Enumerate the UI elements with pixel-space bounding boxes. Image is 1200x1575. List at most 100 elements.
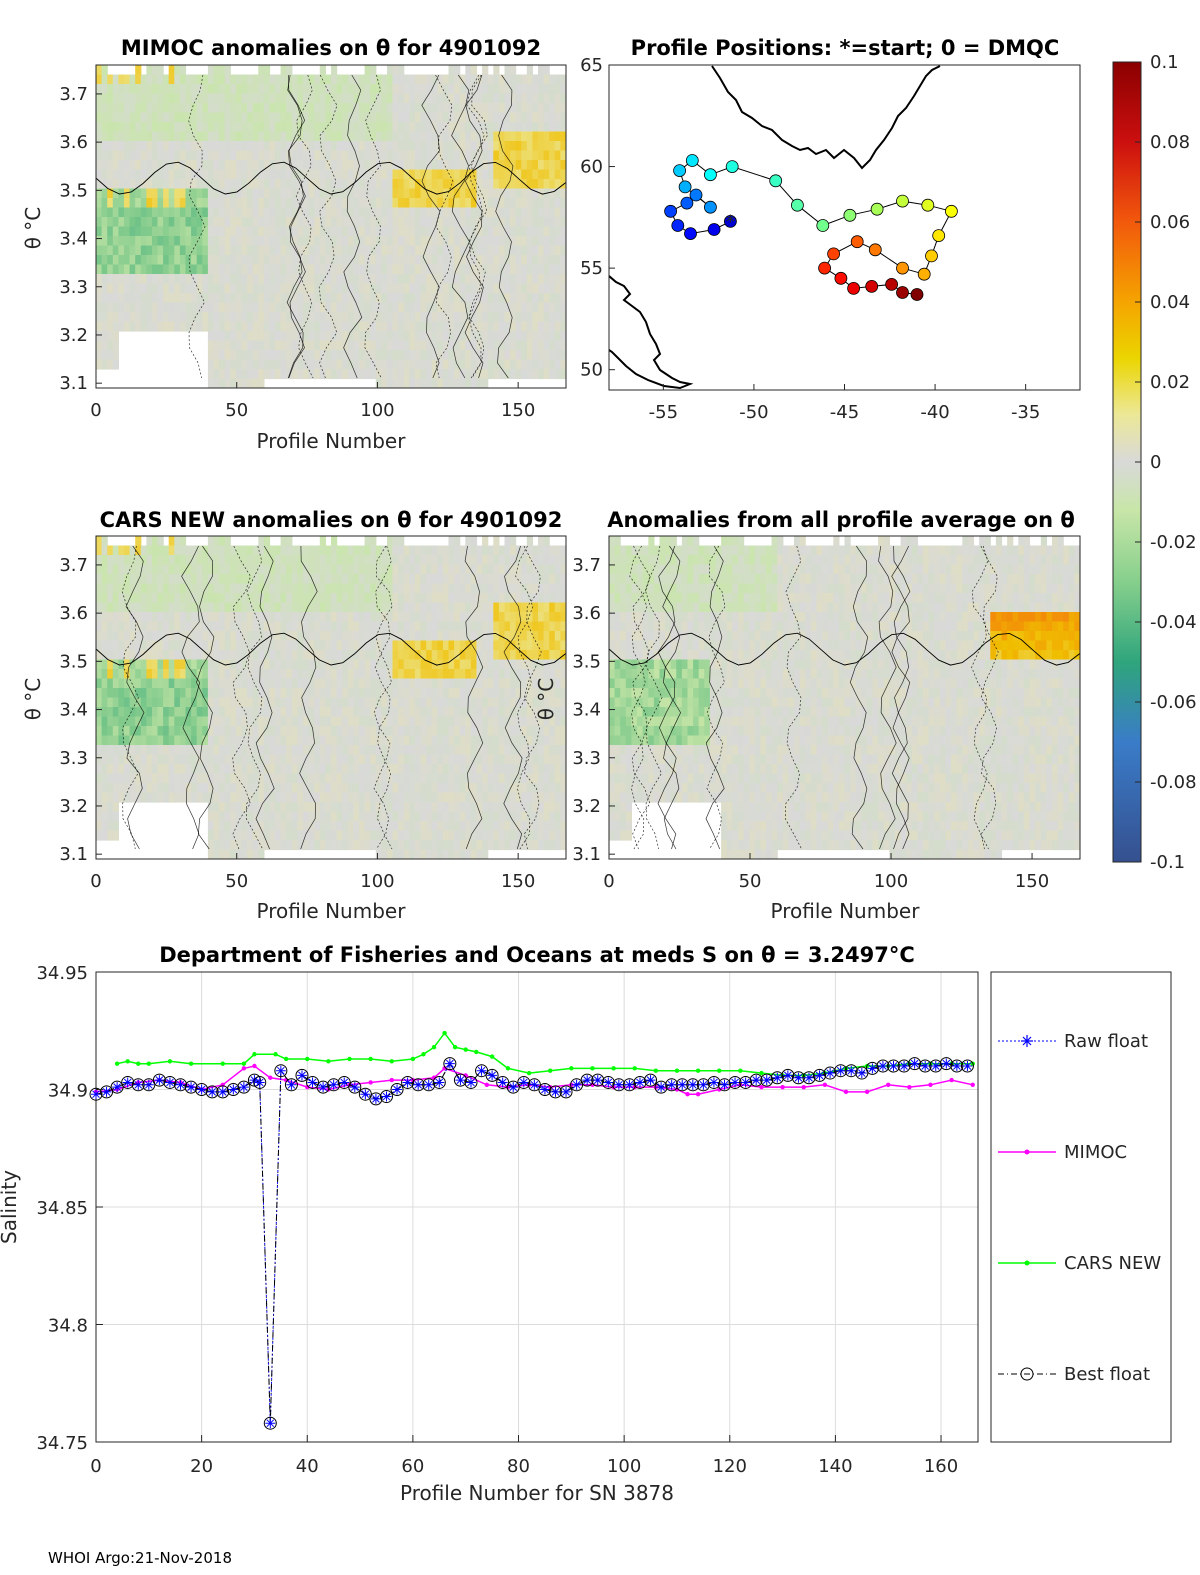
heatmap-cell xyxy=(392,602,399,613)
heatmap-cell xyxy=(470,65,478,76)
heatmap-cell xyxy=(196,274,203,285)
heatmap-cell xyxy=(414,331,422,342)
heatmap-cell xyxy=(325,321,332,332)
heatmap-cell xyxy=(325,103,332,114)
heatmap-cell xyxy=(219,593,226,604)
heatmap-cell xyxy=(331,302,338,313)
heatmap-cell xyxy=(157,65,164,76)
heatmap-cell xyxy=(291,302,298,313)
heatmap-cell xyxy=(543,179,550,190)
heatmap-cell xyxy=(96,621,103,632)
heatmap-cell xyxy=(543,293,550,304)
heatmap-cell xyxy=(146,255,153,266)
heatmap-cell xyxy=(230,802,237,813)
heatmap-cell xyxy=(314,745,321,756)
heatmap-cell xyxy=(252,574,259,585)
heatmap-cell xyxy=(319,840,326,851)
heatmap-cell xyxy=(247,103,254,114)
heatmap-cell xyxy=(174,754,181,765)
heatmap-cell xyxy=(191,669,198,680)
heatmap-cell xyxy=(291,669,298,680)
heatmap-cell xyxy=(140,726,147,737)
heatmap-cell xyxy=(258,621,265,632)
heatmap-cell xyxy=(482,150,489,161)
heatmap-cell xyxy=(207,150,215,161)
heatmap-cell xyxy=(140,735,147,746)
heatmap-cell xyxy=(392,359,399,370)
heatmap-cell xyxy=(235,707,243,718)
heatmap-cell xyxy=(403,564,410,575)
heatmap-cell xyxy=(370,754,377,765)
heatmap-cell xyxy=(538,350,545,361)
heatmap-cell xyxy=(538,207,545,218)
heatmap-cell xyxy=(409,707,416,718)
heatmap-cell xyxy=(532,217,539,228)
heatmap-cell xyxy=(364,659,371,670)
heatmap-cell xyxy=(381,621,388,632)
heatmap-cell xyxy=(118,545,125,556)
heatmap-cell xyxy=(152,754,159,765)
heatmap-cell xyxy=(454,179,461,190)
heatmap-cell xyxy=(179,198,187,209)
heatmap-cell xyxy=(493,312,500,323)
heatmap-cell xyxy=(124,236,131,247)
heatmap-cell xyxy=(364,264,371,275)
heatmap-cell xyxy=(224,84,231,95)
heatmap-cell xyxy=(409,160,416,171)
heatmap-cell xyxy=(207,830,215,841)
heatmap-cell xyxy=(347,707,354,718)
heatmap-cell xyxy=(263,650,271,661)
heatmap-cell xyxy=(118,726,125,737)
heatmap-cell xyxy=(275,150,282,161)
heatmap-cell xyxy=(286,602,293,613)
heatmap-cell xyxy=(476,340,483,351)
heatmap-cell xyxy=(403,245,410,256)
heatmap-cell xyxy=(107,217,114,228)
heatmap-cell xyxy=(470,840,478,851)
heatmap-cell xyxy=(152,65,159,76)
heatmap-cell xyxy=(325,545,332,556)
heatmap-cell xyxy=(431,602,438,613)
heatmap-cell xyxy=(124,302,131,313)
heatmap-cell xyxy=(392,545,399,556)
heatmap-cell xyxy=(431,331,438,342)
heatmap-cell xyxy=(263,745,271,756)
heatmap-cell xyxy=(403,321,410,332)
heatmap-cell xyxy=(280,226,287,237)
heatmap-cell xyxy=(554,302,561,313)
heatmap-cell xyxy=(140,264,147,275)
heatmap-cell xyxy=(442,697,450,708)
heatmap-cell xyxy=(247,122,254,133)
heatmap-cell xyxy=(538,369,545,380)
heatmap-cell xyxy=(252,631,259,642)
heatmap-cell xyxy=(554,264,561,275)
heatmap-cell xyxy=(420,659,427,670)
heatmap-cell xyxy=(163,545,170,556)
heatmap-cell xyxy=(521,93,528,104)
heatmap-cell xyxy=(482,545,489,556)
heatmap-cell xyxy=(437,179,444,190)
heatmap-cell xyxy=(336,122,343,133)
heatmap-cell xyxy=(476,574,483,585)
heatmap-cell xyxy=(230,217,237,228)
heatmap-cell xyxy=(112,160,119,171)
heatmap-cell xyxy=(303,602,310,613)
heatmap-cell xyxy=(392,188,399,199)
heatmap-cell xyxy=(280,179,287,190)
heatmap-cell xyxy=(269,321,276,332)
heatmap-cell xyxy=(213,312,220,323)
heatmap-cell xyxy=(493,84,500,95)
heatmap-cell xyxy=(336,745,343,756)
heatmap-cell xyxy=(202,103,209,114)
heatmap-cell xyxy=(442,612,450,623)
heatmap-cell xyxy=(543,112,550,123)
heatmap-cell xyxy=(353,821,360,832)
heatmap-cell xyxy=(426,236,433,247)
heatmap-cell xyxy=(230,811,237,822)
heatmap-cell xyxy=(185,688,192,699)
heatmap-cell xyxy=(224,359,231,370)
heatmap-cell xyxy=(392,773,399,784)
heatmap-cell xyxy=(191,312,198,323)
heatmap-cell xyxy=(342,93,349,104)
heatmap-cell xyxy=(454,564,461,575)
